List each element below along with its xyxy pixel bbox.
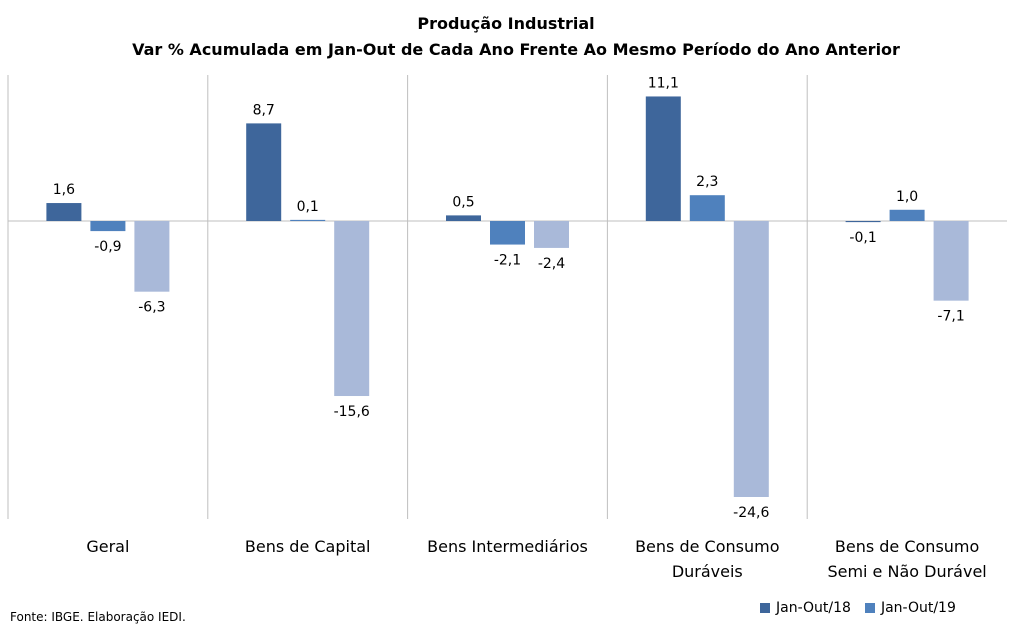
data-label-3-2: -15,6: [334, 404, 370, 420]
data-label-1-5: -0,1: [849, 230, 876, 246]
data-label-2-1: -0,9: [94, 239, 121, 255]
category-label-4: Duráveis: [672, 562, 743, 581]
category-label-5: Semi e Não Durável: [827, 562, 986, 581]
data-label-3-1: -6,3: [138, 300, 165, 316]
data-label-1-1: 1,6: [53, 182, 75, 198]
data-label-2-4: 2,3: [696, 174, 718, 190]
bar-1-4: [645, 96, 681, 221]
bar-1-1: [46, 203, 82, 221]
category-label-3: Bens Intermediários: [427, 537, 588, 556]
legend-label-series-2: Jan-Out/19: [880, 600, 956, 616]
legend: Jan-Out/18 Jan-Out/19: [760, 600, 956, 616]
bar-3-5: [933, 221, 969, 301]
data-label-3-3: -2,4: [538, 256, 565, 272]
bar-3-4: [733, 221, 769, 497]
bar-2-4: [689, 195, 725, 221]
bar-3-1: [134, 221, 170, 292]
bar-3-2: [334, 221, 370, 397]
bar-1-3: [446, 215, 481, 221]
bar-2-5: [889, 209, 925, 221]
legend-item-series-2: Jan-Out/19: [864, 600, 956, 616]
data-label-3-5: -7,1: [937, 309, 964, 325]
data-label-2-3: -2,1: [494, 253, 521, 269]
category-label-1: Geral: [86, 537, 129, 556]
category-label-5: Bens de Consumo: [835, 537, 979, 556]
bar-3-3: [534, 221, 569, 248]
bar-1-5: [845, 221, 881, 223]
data-label-2-2: 0,1: [297, 199, 319, 215]
data-label-1-3: 0,5: [452, 194, 474, 210]
data-label-2-5: 1,0: [896, 189, 918, 205]
legend-swatch-series-1: [760, 603, 770, 613]
source-note: Fonte: IBGE. Elaboração IEDI.: [10, 610, 186, 624]
legend-swatch-series-2: [864, 603, 875, 613]
chart-subtitle: Var % Acumulada em Jan-Out de Cada Ano F…: [132, 40, 900, 59]
bar-2-1: [90, 221, 126, 232]
bar-2-2: [290, 219, 326, 221]
category-label-2: Bens de Capital: [245, 537, 371, 556]
bar-2-3: [490, 221, 525, 245]
data-label-1-2: 8,7: [253, 102, 275, 118]
category-label-4: Bens de Consumo: [635, 537, 779, 556]
data-label-1-4: 11,1: [648, 75, 679, 91]
chart-title: Produção Industrial: [417, 14, 594, 33]
bar-1-2: [246, 123, 282, 221]
legend-label-series-1: Jan-Out/18: [776, 600, 851, 616]
data-label-3-4: -24,6: [733, 505, 769, 521]
legend-item-series-1: Jan-Out/18: [760, 600, 851, 616]
